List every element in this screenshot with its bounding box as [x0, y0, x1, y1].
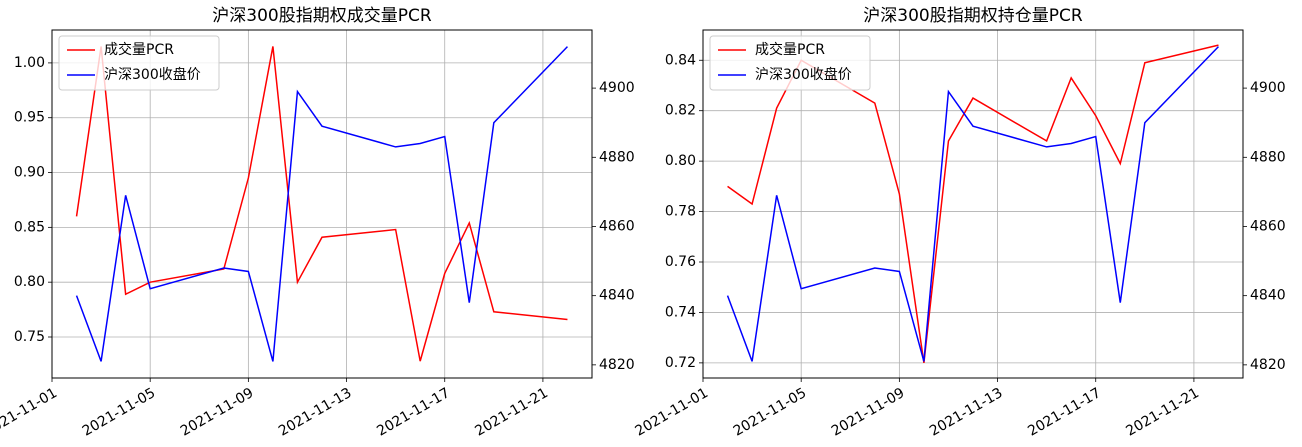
chart-title: 沪深300股指期权成交量PCR	[212, 6, 432, 26]
y-tick-label: 0.72	[665, 355, 696, 371]
x-tick-label: 2021-11-09	[178, 385, 256, 440]
y-tick-label: 0.78	[665, 204, 696, 220]
x-tick-label: 2021-11-09	[829, 385, 907, 440]
y-tick-label: 0.74	[665, 304, 696, 320]
y-tick-label: 0.82	[665, 103, 696, 119]
series-line	[727, 44, 1219, 363]
x-tick-label: 2021-11-01	[0, 385, 60, 440]
legend: 成交量PCR 沪深300收盘价	[58, 35, 220, 91]
plot-frame	[51, 29, 593, 379]
chart-title: 沪深300股指期权持仓量PCR	[863, 6, 1083, 26]
y2-tick-label: 4820	[599, 357, 635, 373]
x-tick-label: 2021-11-17	[1025, 385, 1103, 440]
y-tick-label: 1.00	[14, 55, 45, 71]
y2-tick-label: 4880	[1250, 149, 1286, 165]
legend-label: 沪深300收盘价	[755, 66, 852, 83]
series-line	[75, 46, 568, 362]
series-line	[726, 46, 1219, 362]
y2-tick-label: 4820	[1250, 357, 1286, 373]
y2-tick-label: 4840	[1250, 288, 1286, 304]
legend-box	[709, 35, 871, 91]
y2-tick-label: 4840	[599, 288, 635, 304]
legend-box	[58, 35, 220, 91]
y-tick-label: 0.95	[14, 110, 45, 126]
x-tick-label: 2021-11-13	[276, 385, 354, 440]
plot-frame	[702, 29, 1244, 379]
y2-tick-label: 4860	[599, 218, 635, 234]
x-tick-label: 2021-11-13	[927, 385, 1005, 440]
y-tick-label: 0.75	[14, 329, 45, 345]
series-line	[75, 46, 568, 362]
x-tick-label: 2021-11-01	[633, 385, 711, 440]
x-tick-label: 2021-11-21	[472, 385, 550, 440]
legend-label: 成交量PCR	[755, 41, 825, 58]
y-tick-label: 0.80	[14, 274, 45, 290]
x-tick-label: 2021-11-17	[374, 385, 452, 440]
x-tick-label: 2021-11-05	[80, 385, 158, 440]
x-tick-label: 2021-11-05	[731, 385, 809, 440]
y-tick-label: 0.76	[665, 254, 696, 270]
y-tick-label: 0.84	[665, 52, 696, 68]
y-tick-label: 0.80	[665, 153, 696, 169]
y-tick-label: 0.85	[14, 219, 45, 235]
y2-tick-label: 4880	[599, 149, 635, 165]
y2-tick-label: 4900	[599, 80, 635, 96]
y2-tick-label: 4860	[1250, 218, 1286, 234]
y-tick-label: 0.90	[14, 165, 45, 181]
legend-label: 沪深300收盘价	[104, 66, 201, 83]
legend: 成交量PCR 沪深300收盘价	[709, 35, 871, 91]
x-tick-label: 2021-11-21	[1123, 385, 1201, 440]
legend-label: 成交量PCR	[104, 41, 174, 58]
y2-tick-label: 4900	[1250, 80, 1286, 96]
